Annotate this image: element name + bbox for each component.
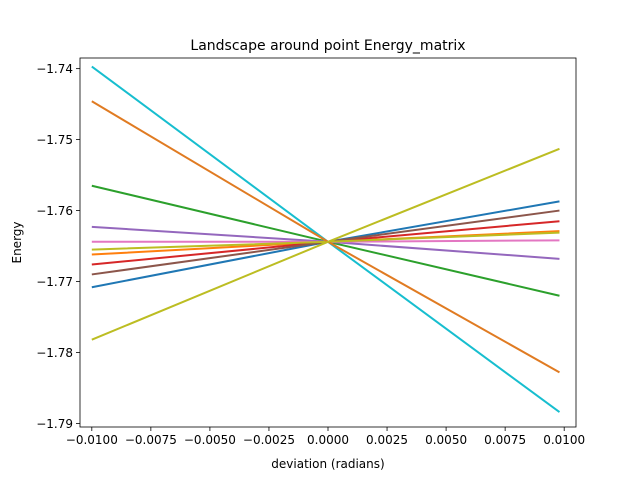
y-tick-label: −1.79 xyxy=(36,417,73,431)
y-tick-label: −1.75 xyxy=(36,133,73,147)
x-tick-label: −0.0100 xyxy=(66,433,118,447)
x-tick-label: 0.0025 xyxy=(366,433,408,447)
x-tick-label: 0.0075 xyxy=(484,433,526,447)
x-tick-label: −0.0050 xyxy=(184,433,236,447)
x-tick-label: 0.0100 xyxy=(543,433,585,447)
chart-title: Landscape around point Energy_matrix xyxy=(190,38,465,54)
series-layer xyxy=(91,65,561,413)
x-tick-label: −0.0075 xyxy=(125,433,177,447)
y-tick-label: −1.78 xyxy=(36,346,73,360)
x-tick-label: 0.0050 xyxy=(425,433,467,447)
series-line-11 xyxy=(91,147,560,341)
y-tick-label: −1.74 xyxy=(36,62,73,76)
x-axis-ticks: −0.0100 −0.0075 −0.0050 −0.0025 0.0000 0.0025… xyxy=(66,427,585,447)
x-tick-label: −0.0025 xyxy=(243,433,295,447)
y-axis-ticks: −1.79 −1.78 −1.77 −1.76 −1.75 −1.74 xyxy=(36,62,80,431)
y-tick-label: −1.77 xyxy=(36,275,73,289)
y-axis-label: Energy xyxy=(10,221,24,263)
x-axis-label: deviation (radians) xyxy=(271,457,384,471)
x-tick-label: 0.0000 xyxy=(307,433,349,447)
y-tick-label: −1.76 xyxy=(36,204,73,218)
